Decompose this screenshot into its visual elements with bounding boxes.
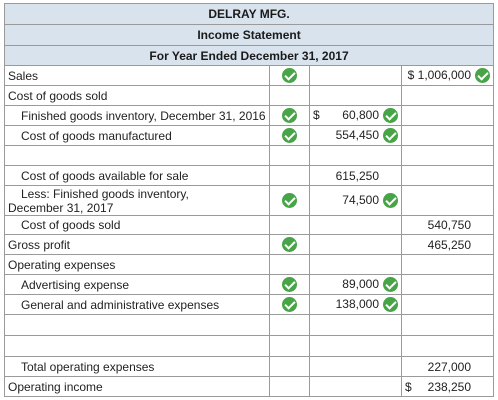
available-amount: 615,250 — [335, 168, 379, 183]
table-row-sales: Sales $ 1,006,000 — [4, 65, 495, 86]
cogm-amount: 554,450 — [335, 127, 379, 142]
table-row-blank — [4, 314, 495, 336]
table-row-blank — [4, 335, 495, 357]
check-circle-icon — [383, 277, 398, 293]
table-row-gross: Gross profit 465,250 — [4, 234, 495, 255]
check-circle-icon — [383, 128, 398, 144]
op-income-amount: 238,250 — [427, 379, 472, 394]
fg-begin-label[interactable]: Finished goods inventory, December 31, 2… — [4, 105, 270, 126]
ga-label[interactable]: General and administrative expenses — [4, 294, 270, 315]
available-label[interactable]: Cost of goods available for sale — [4, 165, 270, 186]
total-opex-label[interactable]: Total operating expenses — [4, 356, 270, 377]
table-row-op-income: Operating income $238,250 — [4, 376, 495, 397]
statement-period: For Year Ended December 31, 2017 — [3, 45, 495, 66]
check-circle-icon — [282, 297, 297, 313]
currency-symbol: $ — [405, 379, 412, 394]
check-circle-icon — [282, 128, 297, 144]
table-row-opex-head: Operating expenses — [4, 254, 495, 275]
check-circle-icon — [282, 68, 297, 84]
ga-amount: 138,000 — [335, 296, 379, 311]
company-name: DELRAY MFG. — [3, 3, 495, 25]
table-row-cogs: Cost of goods sold 540,750 — [4, 215, 495, 235]
fg-end-amount: 74,500 — [342, 192, 379, 207]
check-circle-icon — [282, 277, 297, 293]
cogs-head-label[interactable]: Cost of goods sold — [4, 85, 270, 106]
table-row-advertising: Advertising expense 89,000 — [4, 274, 495, 295]
check-circle-icon — [475, 68, 491, 84]
cogs-label[interactable]: Cost of goods sold — [4, 215, 270, 235]
table-row-fg-end: Less: Finished goods inventory, December… — [4, 185, 495, 216]
cogm-label[interactable]: Cost of goods manufactured — [4, 125, 270, 146]
check-circle-icon — [282, 237, 297, 253]
check-circle-icon — [383, 193, 398, 209]
check-circle-icon — [383, 297, 398, 313]
table-row-cogm: Cost of goods manufactured 554,450 — [4, 125, 495, 146]
check-circle-icon — [282, 108, 297, 124]
sales-amount-col2[interactable] — [309, 65, 402, 86]
table-row-available: Cost of goods available for sale 615,250 — [4, 165, 495, 186]
header-company-row: DELRAY MFG. — [3, 3, 495, 25]
currency-symbol: $ — [313, 107, 320, 122]
table-row-fg-begin: Finished goods inventory, December 31, 2… — [4, 105, 495, 126]
sales-amount: $ 1,006,000 — [407, 67, 472, 82]
table-row-cogs-head: Cost of goods sold — [4, 85, 495, 106]
advertising-label[interactable]: Advertising expense — [4, 274, 270, 295]
op-income-label[interactable]: Operating income — [4, 376, 270, 397]
table-row-total-opex: Total operating expenses 227,000 — [4, 356, 495, 377]
sales-label[interactable]: Sales — [4, 65, 270, 86]
income-statement-table: DELRAY MFG. Income Statement For Year En… — [3, 3, 495, 397]
gross-amount: 465,250 — [427, 237, 472, 252]
statement-title: Income Statement — [3, 24, 495, 46]
check-circle-icon — [282, 193, 297, 209]
total-opex-amount: 227,000 — [427, 359, 472, 374]
table-row-ga: General and administrative expenses 138,… — [4, 294, 495, 315]
fg-begin-amount: 60,800 — [342, 107, 379, 122]
gross-label[interactable]: Gross profit — [4, 234, 270, 255]
fg-end-label: Less: Finished goods inventory, December… — [8, 186, 189, 215]
check-circle-icon — [383, 108, 398, 124]
advertising-amount: 89,000 — [342, 276, 379, 291]
header-period-row: For Year Ended December 31, 2017 — [3, 45, 495, 66]
cogs-amount: 540,750 — [427, 218, 472, 232]
table-row-blank — [4, 145, 495, 166]
opex-head-label[interactable]: Operating expenses — [4, 254, 270, 275]
header-statement-row: Income Statement — [3, 24, 495, 46]
